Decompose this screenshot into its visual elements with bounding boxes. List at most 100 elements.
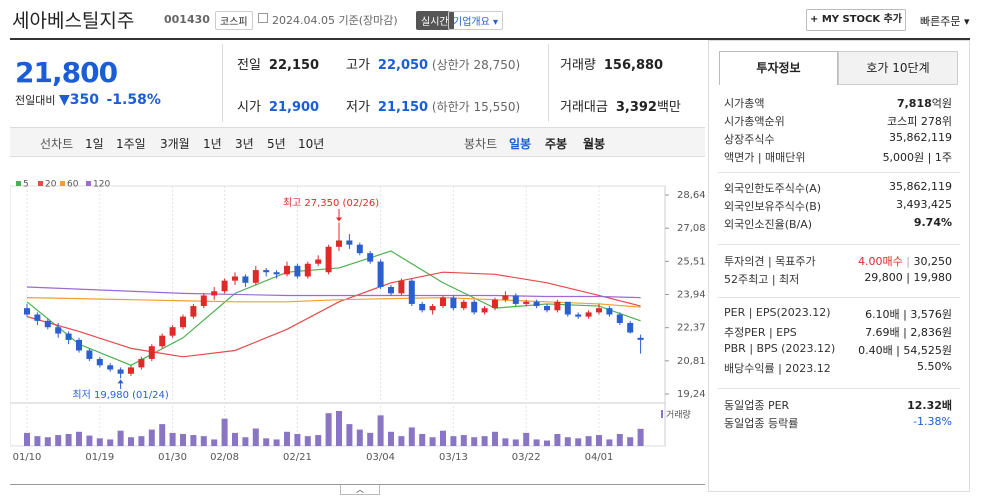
- invest-label: PBR | BPS (2023.12): [724, 342, 836, 355]
- candle-body: [242, 276, 249, 283]
- header-divider: [10, 38, 970, 40]
- invest-label: 외국인한도주식수(A): [724, 182, 822, 195]
- volume-bar: [388, 431, 394, 446]
- summary-item: 전일 22,150: [237, 54, 319, 73]
- volume-bar: [585, 436, 592, 446]
- period-tab[interactable]: 3년: [235, 137, 254, 151]
- divider: [222, 44, 223, 122]
- summary-item: 거래량 156,880: [560, 54, 663, 73]
- volume-bar: [159, 424, 166, 446]
- summary-item: 고가 22,050 (상한가 28,750): [346, 54, 520, 73]
- legend-swatch: [86, 181, 91, 186]
- divider: [548, 44, 549, 122]
- candle-body: [346, 240, 353, 245]
- candle-body: [554, 301, 561, 311]
- summary-label: 거래량: [560, 58, 596, 73]
- volume-bar: [460, 435, 467, 446]
- candle-body: [24, 308, 30, 315]
- candle-body: [221, 280, 228, 292]
- period-tab[interactable]: 월봉: [583, 137, 606, 151]
- plot-frame: [10, 185, 666, 447]
- period-tab[interactable]: 5년: [267, 137, 286, 151]
- tab-group-label: 선차트: [40, 137, 74, 151]
- summary-label: 저가: [346, 100, 370, 115]
- moving-average: [26, 296, 641, 308]
- realtime-badge[interactable]: 실시간: [416, 11, 454, 30]
- summary-unit: 백만: [656, 100, 681, 115]
- volume-bar: [128, 437, 134, 446]
- candle-body: [55, 327, 62, 334]
- change-rate: -1.58%: [106, 92, 161, 108]
- x-tick-label: 02/21: [283, 452, 312, 463]
- period-tab[interactable]: 3개월: [160, 137, 190, 151]
- candle-body: [304, 263, 311, 277]
- volume-bar: [24, 432, 30, 446]
- row-divider: [718, 244, 960, 245]
- volume-bar: [575, 438, 582, 446]
- invest-value: 35,862,119: [889, 131, 952, 144]
- summary-value: 156,880: [603, 58, 664, 73]
- period-tab[interactable]: 주봉: [545, 137, 568, 151]
- invest-value: 0.40배 | 54,525원: [858, 344, 952, 357]
- invest-value: -1.38%: [913, 415, 952, 428]
- tab[interactable]: 호가 10단계: [838, 51, 958, 85]
- period-tab[interactable]: 1일: [85, 137, 104, 151]
- volume-bar: [419, 433, 426, 446]
- volume-bar: [544, 440, 550, 446]
- candle-body: [273, 272, 280, 275]
- down-arrow: ▼: [58, 92, 70, 108]
- volume-bar: [242, 437, 249, 446]
- candle-body: [76, 339, 82, 351]
- period-tab[interactable]: 1년: [203, 137, 222, 151]
- collapse-handle[interactable]: ︿: [340, 485, 380, 495]
- invest-row: 동일업종 등락률 -1.38%: [718, 415, 960, 431]
- invest-value: 29,800 | 19,980: [864, 271, 952, 284]
- period-tab[interactable]: 1주일: [116, 137, 146, 151]
- candle-body: [408, 280, 415, 304]
- summary-item: 시가 21,900: [237, 96, 319, 115]
- volume-bar: [533, 439, 540, 446]
- candle-body: [606, 308, 613, 315]
- volume-bar: [86, 435, 93, 446]
- invest-label: 배당수익률 | 2023.12: [724, 362, 831, 375]
- volume-bar: [138, 436, 145, 446]
- invest-label: 동일업종 PER: [724, 399, 790, 412]
- tab-active[interactable]: 투자정보: [719, 51, 838, 85]
- invest-value: 7,818억원: [897, 95, 952, 111]
- tab-group-label: 봉차트: [464, 137, 498, 151]
- price-chart: 28,649 27,081 25,513 23,946 22,378 20,811 19,2…: [10, 180, 705, 463]
- quick-order-label: 빠른주문: [920, 15, 961, 28]
- invest-label: 외국인소진율(B/A): [724, 218, 813, 231]
- legend-swatch: [38, 181, 43, 186]
- invest-value: 7.69배 | 2,836원: [865, 326, 952, 339]
- quick-order[interactable]: 빠른주문 ▾: [920, 15, 970, 28]
- invest-label: 상장주식수: [724, 133, 775, 146]
- candle-body: [325, 246, 332, 273]
- low-arrowhead: [117, 379, 124, 384]
- period-tab[interactable]: 10년: [298, 137, 325, 151]
- y-tick-label: 25,513: [677, 256, 705, 267]
- candle-body: [533, 301, 540, 307]
- volume-bar: [190, 435, 197, 446]
- candle-body: [367, 253, 374, 262]
- volume-bar: [65, 433, 72, 446]
- period-tab[interactable]: 일봉: [509, 137, 532, 151]
- invest-label: 투자의견 | 목표주가: [724, 255, 816, 268]
- my-stock-button[interactable]: + MY STOCK 추가: [806, 9, 906, 31]
- company-dropdown[interactable]: 기업개요 ▾: [448, 11, 504, 30]
- volume-bar: [284, 431, 290, 446]
- invest-row: 추정PER | EPS 7.69배 | 2,836원: [718, 324, 960, 340]
- volume-bar: [637, 428, 644, 446]
- invest-value: 5.50%: [917, 360, 952, 373]
- volume-bar: [34, 436, 41, 446]
- candle-body: [637, 337, 644, 340]
- y-tick-label: 20,811: [677, 356, 705, 367]
- x-tick-label: 01/10: [13, 452, 42, 463]
- summary-value: 22,050: [377, 58, 429, 73]
- candle-body: [388, 287, 394, 294]
- volume-bar: [55, 435, 62, 446]
- legend-swatch: [60, 181, 65, 186]
- moving-average: [26, 286, 641, 299]
- target-price: 30,250: [913, 255, 953, 268]
- candle-body: [96, 358, 103, 366]
